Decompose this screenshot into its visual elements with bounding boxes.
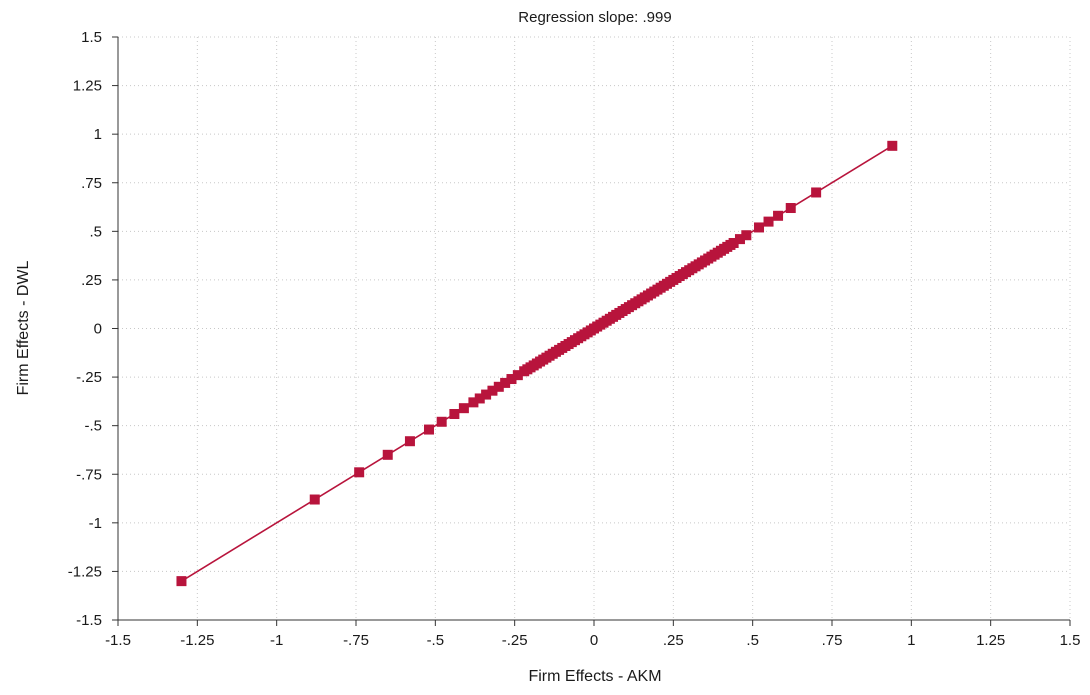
data-point [811,187,822,198]
x-tick-label: .25 [663,632,684,649]
y-tick-label: 0 [94,321,102,338]
data-point [436,416,447,427]
data-points [176,140,898,587]
data-point [773,210,784,221]
data-point [887,140,898,151]
data-point [468,397,479,408]
x-tick-label: -1 [270,632,283,649]
data-point [741,230,752,241]
data-point [458,403,469,414]
data-point [506,374,517,385]
data-point [512,370,523,381]
data-point [763,216,774,227]
x-tick-label: -.5 [427,632,445,649]
y-tick-label: -.75 [76,466,102,483]
x-tick-label: 1 [907,632,915,649]
data-point [500,377,511,388]
y-tick-label: 1.5 [81,29,102,46]
data-point [423,424,434,435]
x-tick-label: 0 [590,632,598,649]
x-tick-label: 1.5 [1060,632,1081,649]
y-tick-label: -.5 [84,418,102,435]
x-tick-label: .5 [746,632,759,649]
x-tick-label: -.25 [502,632,528,649]
y-tick-label: -1.25 [68,563,102,580]
data-point [382,449,393,460]
y-tick-label: .75 [81,175,102,192]
x-tick-label: .75 [822,632,843,649]
y-tick-label: -1.5 [76,612,102,629]
x-tick-label: -.75 [343,632,369,649]
data-point [404,436,415,447]
x-tick-label: 1.25 [976,632,1005,649]
data-point [728,237,739,248]
chart-title: Regression slope: .999 [518,9,671,26]
data-point [734,234,745,245]
data-point [354,467,365,478]
data-point [309,494,320,505]
data-point [785,203,796,214]
tick-labels: -1.5 -1.25 -1 -.75 -.5 -.25 0.25.5.75 1 1.25 1.51… [68,29,1081,649]
y-tick-label: 1.25 [73,78,102,95]
y-tick-label: .25 [81,272,102,289]
y-tick-label: -.25 [76,369,102,386]
y-tick-label: .5 [89,223,102,240]
data-point [487,385,498,396]
x-tick-label: -1.25 [180,632,214,649]
data-point [481,389,492,400]
data-point [493,381,504,392]
y-tick-label: -1 [89,515,102,532]
x-axis-title: Firm Effects - AKM [528,668,661,685]
data-point [474,393,485,404]
y-axis-title: Firm Effects - DWL [15,260,32,395]
data-point [176,576,187,587]
data-point [754,222,765,233]
x-tick-label: -1.5 [105,632,131,649]
data-point [449,409,460,420]
y-tick-label: 1 [94,126,102,143]
